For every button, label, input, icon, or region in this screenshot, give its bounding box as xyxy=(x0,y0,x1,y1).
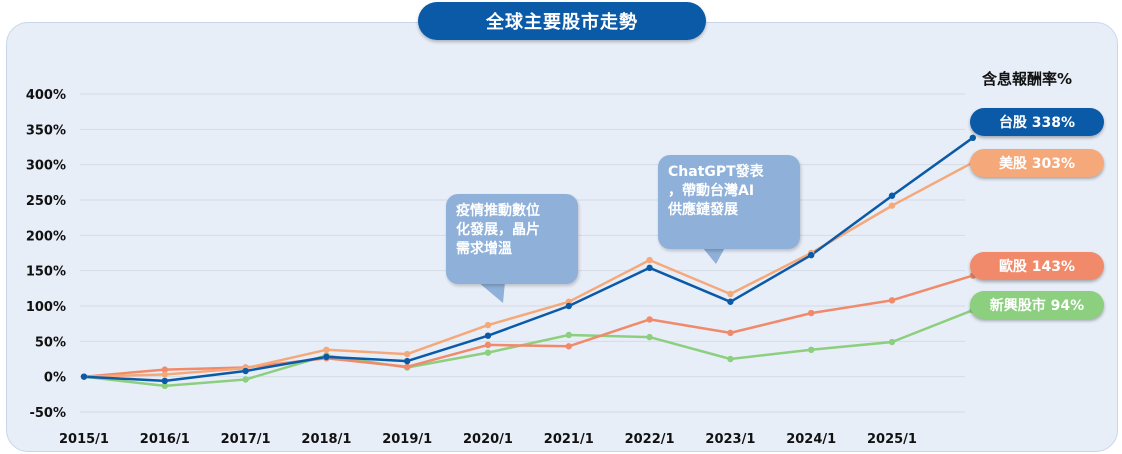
data-point xyxy=(161,382,168,390)
data-point xyxy=(242,367,249,375)
x-tick-label: 2020/1 xyxy=(463,432,513,447)
data-point xyxy=(484,332,492,339)
x-tick-label: 2022/1 xyxy=(625,432,675,447)
y-tick-label: -50% xyxy=(29,406,66,421)
data-point xyxy=(161,377,168,385)
x-tick-label: 2018/1 xyxy=(301,432,351,447)
x-tick-label: 2015/1 xyxy=(59,432,109,447)
x-tick-label: 2025/1 xyxy=(867,432,917,447)
data-point xyxy=(727,290,734,298)
data-point xyxy=(727,298,734,305)
y-tick-label: 400% xyxy=(26,88,66,103)
data-point xyxy=(888,202,896,209)
x-tick-label: 2019/1 xyxy=(382,432,432,447)
data-point xyxy=(323,346,330,354)
legend-title: 含息報酬率% xyxy=(982,70,1073,88)
data-point xyxy=(323,353,330,361)
y-tick-label: 300% xyxy=(26,159,66,174)
series-line-歐股 xyxy=(83,274,974,378)
gridlines xyxy=(80,93,965,413)
x-tick-label: 2021/1 xyxy=(544,432,594,447)
x-tick-label: 2023/1 xyxy=(705,432,755,447)
data-point xyxy=(161,371,168,378)
y-tick-label: 150% xyxy=(26,265,66,280)
y-axis-ticks: 400% 350% 300% 250% 200% 150% 100% 50% 0% -50% xyxy=(26,88,66,421)
series-lines xyxy=(83,136,974,388)
x-tick-label: 2016/1 xyxy=(140,432,190,447)
data-point xyxy=(646,333,653,341)
legend-europe: 歐股 143% xyxy=(970,252,1104,280)
data-point xyxy=(565,302,572,310)
legend-taiwan: 台股 338% xyxy=(970,108,1104,136)
data-point xyxy=(484,321,492,329)
y-tick-label: 0% xyxy=(44,371,66,386)
data-point xyxy=(242,376,249,383)
data-point xyxy=(404,357,411,365)
data-point xyxy=(808,346,815,354)
data-point xyxy=(646,316,653,323)
y-tick-label: 250% xyxy=(26,194,66,209)
data-point xyxy=(888,338,896,346)
data-point xyxy=(484,341,492,349)
y-tick-label: 350% xyxy=(26,123,66,138)
x-axis-ticks: 2015/1 2016/1 2017/1 2018/1 2019/1 2020/1 2021… xyxy=(59,432,917,447)
data-point xyxy=(484,349,492,356)
series-points xyxy=(80,134,976,390)
data-point xyxy=(808,251,815,259)
legend-us: 美股 303% xyxy=(970,149,1104,177)
x-tick-label: 2024/1 xyxy=(786,432,836,447)
data-point xyxy=(80,373,88,380)
data-point xyxy=(161,366,168,373)
data-point xyxy=(565,331,572,339)
data-point xyxy=(404,350,411,358)
data-point xyxy=(969,134,976,142)
y-tick-label: 50% xyxy=(35,335,66,350)
data-point xyxy=(888,192,896,199)
series-line-新興股市 xyxy=(83,309,974,388)
data-point xyxy=(646,256,653,264)
data-point xyxy=(565,343,572,350)
data-point xyxy=(404,363,411,370)
data-point xyxy=(888,297,896,304)
y-tick-label: 100% xyxy=(26,300,66,315)
legend-emerging: 新興股市 94% xyxy=(970,291,1104,319)
data-point xyxy=(646,264,653,272)
data-point xyxy=(727,329,734,337)
chart-title: 全球主要股市走勢 xyxy=(418,2,706,40)
data-point xyxy=(727,355,734,363)
data-point xyxy=(808,309,815,317)
series-line-台股 xyxy=(83,136,974,383)
annotation-covid: 疫情推動數位 化發展，晶片 需求增溫 xyxy=(446,194,578,284)
y-tick-label: 200% xyxy=(26,229,66,244)
annotation-chatgpt: ChatGPT發表 ，帶動台灣AI 供應鏈發展 xyxy=(658,155,800,249)
x-tick-label: 2017/1 xyxy=(221,432,271,447)
